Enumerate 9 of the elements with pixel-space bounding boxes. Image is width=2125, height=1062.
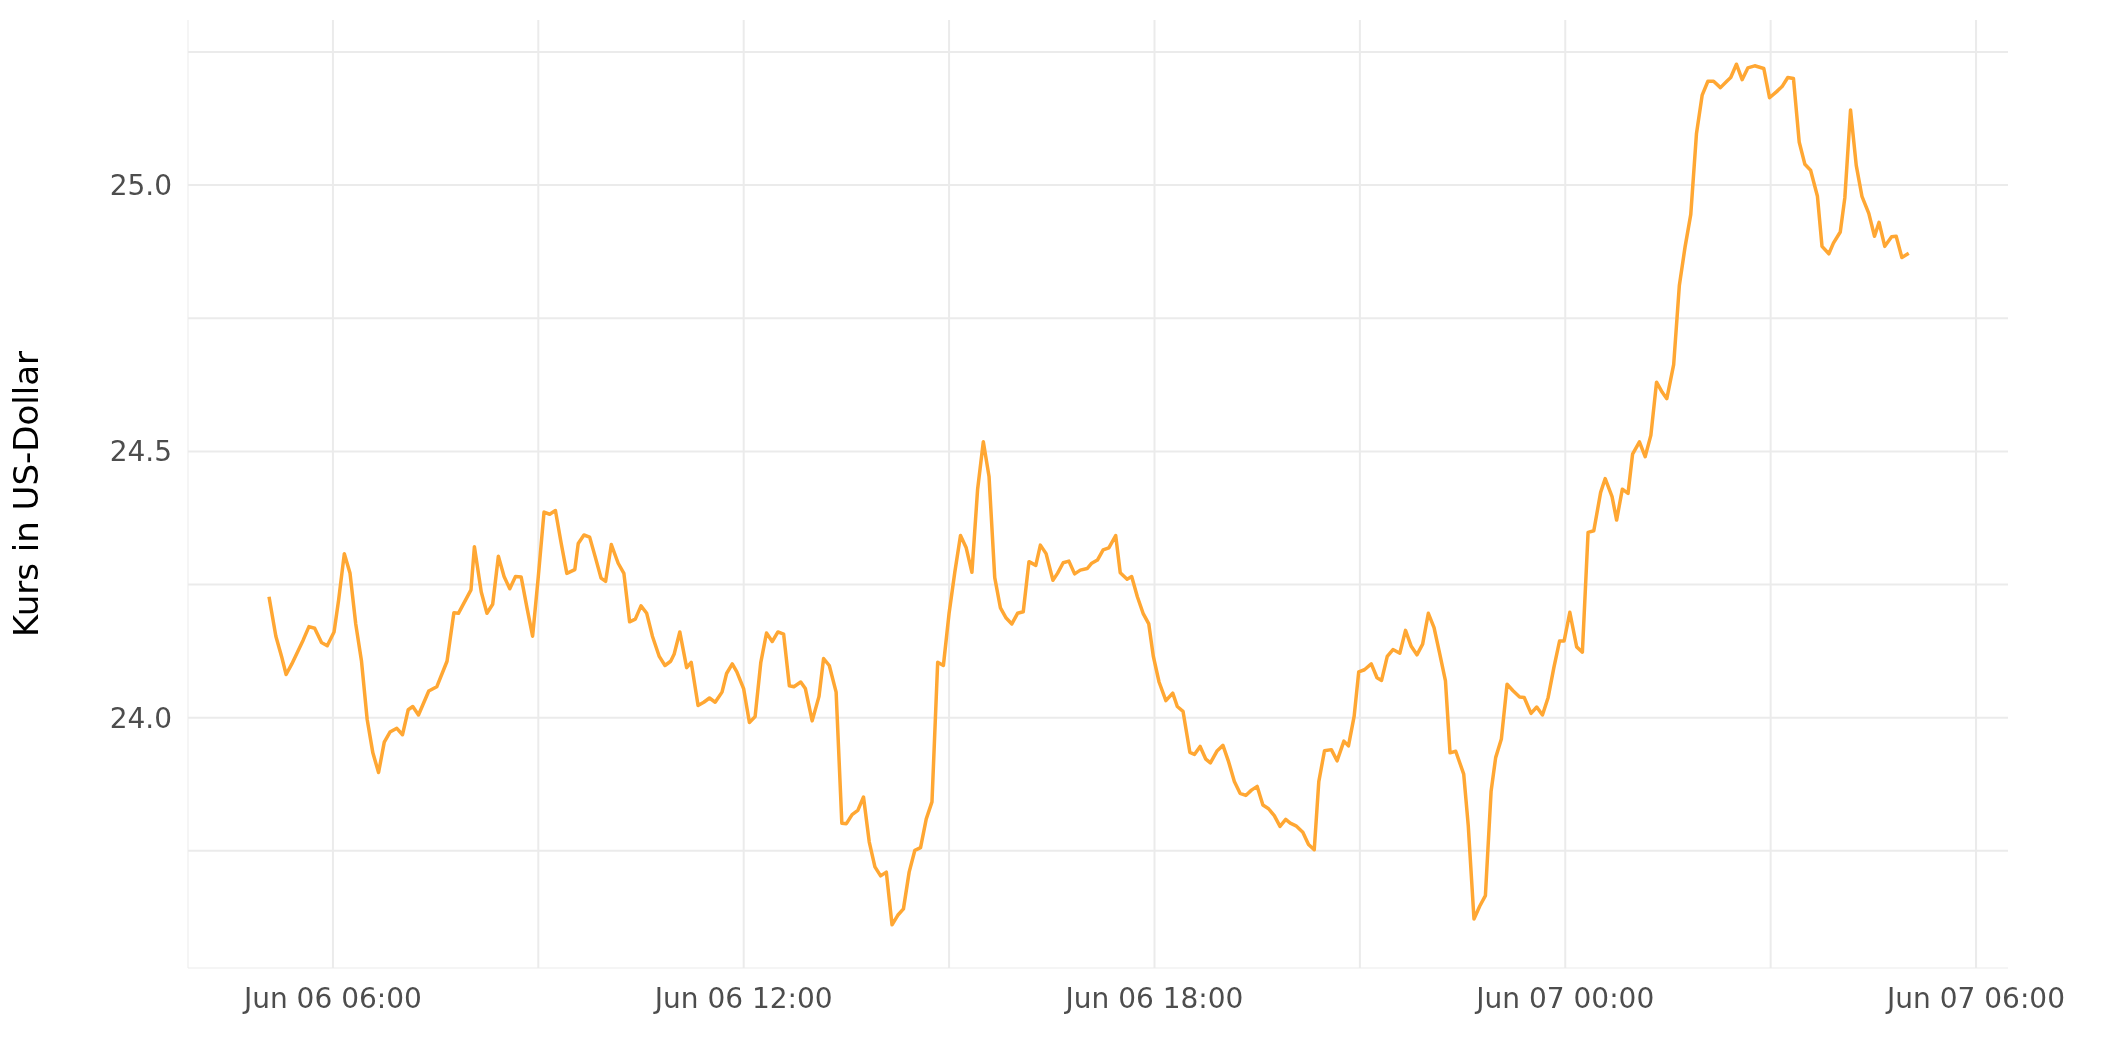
- x-tick-label: Jun 06 12:00: [652, 981, 833, 1015]
- y-tick-label: 24.5: [109, 435, 172, 469]
- y-tick-label: 24.0: [109, 701, 172, 735]
- x-tick-label: Jun 06 06:00: [241, 981, 422, 1015]
- y-axis-title: Kurs in US-Dollar: [6, 351, 47, 637]
- x-tick-label: Jun 06 18:00: [1063, 981, 1244, 1015]
- x-tick-label: Jun 07 06:00: [1885, 981, 2065, 1015]
- y-tick-label: 25.0: [109, 169, 172, 203]
- x-tick-label: Jun 07 00:00: [1474, 981, 1655, 1015]
